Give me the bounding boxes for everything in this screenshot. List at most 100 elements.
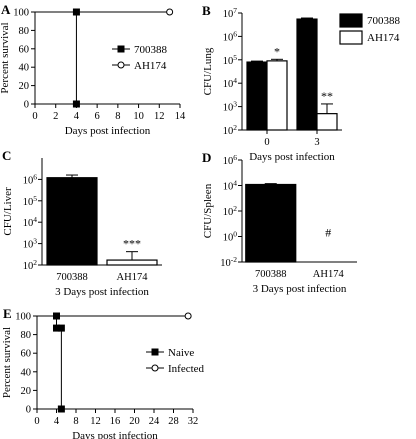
y-tick-label: 10-2 [220, 255, 237, 269]
series-ah174 [35, 8, 174, 16]
y-tick-label: 102 [23, 258, 38, 272]
y-tick-label: 106 [23, 172, 38, 186]
bar [46, 177, 98, 266]
bar-ah174 [316, 113, 338, 131]
panel-label: B [202, 3, 211, 18]
x-tick-label: 4 [74, 111, 80, 122]
y-tick-label: 104 [23, 215, 38, 229]
x-tick-label: 2 [53, 111, 58, 122]
y-tick-label: 105 [223, 53, 238, 67]
bar-700388 [296, 18, 318, 131]
significance-mark: # [325, 226, 331, 240]
x-tick-label: 700388 [255, 269, 287, 280]
y-axis-title: Percent survival [1, 327, 13, 398]
panel-label: C [2, 148, 11, 163]
x-axis-title: Days post infection [249, 151, 335, 163]
y-tick-label: 40 [19, 63, 30, 74]
x-tick-label: 12 [154, 111, 165, 122]
x-tick-label: 20 [129, 416, 140, 427]
x-axis-title: Days post infection [65, 125, 151, 137]
bar-ah174 [266, 60, 288, 131]
x-tick-label: 16 [110, 416, 121, 427]
x-tick-label: 0 [264, 137, 269, 148]
data-point [72, 100, 80, 108]
x-tick-label: 14 [175, 111, 186, 122]
data-point [184, 312, 192, 320]
x-tick-label: AH174 [117, 272, 149, 283]
y-tick-label: 40 [21, 367, 32, 378]
legend-label: 700388 [134, 44, 168, 56]
x-tick-label: 32 [188, 416, 199, 427]
y-tick-label: 106 [223, 153, 238, 167]
y-tick-label: 80 [21, 330, 32, 341]
x-tick-label: 8 [115, 111, 120, 122]
significance-mark: ** [321, 89, 333, 103]
y-tick-label: 105 [23, 194, 38, 208]
x-axis-title: Days post infection [72, 430, 158, 439]
series-700388 [35, 8, 80, 108]
x-tick-label: 3 [314, 137, 319, 148]
y-axis-title: CFU/Lung [202, 47, 214, 95]
y-tick-label: 80 [19, 26, 30, 37]
legend-marker [117, 61, 125, 69]
panel-a: A 0 20 40 60 80 100 0 2 4 6 8 10 12 14 Days post infect… [0, 2, 186, 137]
x-tick-label: 0 [32, 111, 37, 122]
y-tick-label: 100 [15, 312, 31, 323]
x-tick-label: 24 [149, 416, 160, 427]
legend-label: AH174 [134, 60, 167, 72]
y-axis-title: CFU/Liver [2, 187, 14, 236]
panel-label: D [202, 150, 211, 165]
significance-mark: * [274, 44, 280, 58]
x-axis-title: 3 Days post infection [55, 286, 149, 298]
y-tick-label: 103 [223, 100, 238, 114]
panel-label: A [1, 2, 11, 17]
x-tick-label: 10 [133, 111, 144, 122]
legend-label: Naive [168, 347, 194, 359]
panel-b: B 102 103 104 105 106 107 CFU/Lung Days post inf… [202, 3, 401, 163]
series-naive [37, 312, 65, 413]
y-tick-label: 100 [13, 8, 29, 19]
series-line [35, 11, 77, 104]
legend-swatch [339, 30, 363, 45]
x-tick-label: 0 [34, 416, 39, 427]
data-point [57, 405, 65, 413]
y-tick-label: 20 [21, 386, 32, 397]
x-tick-label: 8 [73, 416, 78, 427]
x-tick-label: 4 [54, 416, 60, 427]
panel-label: E [3, 306, 12, 321]
x-tick-label: 700388 [56, 272, 88, 283]
legend-swatch [339, 13, 363, 28]
y-tick-label: 107 [223, 6, 238, 20]
y-tick-label: 0 [24, 100, 29, 111]
y-tick-label: 103 [23, 237, 38, 251]
y-tick-label: 60 [21, 349, 32, 360]
y-axis-title: Percent survival [0, 22, 11, 93]
panel-e: E 0 20 40 60 80 100 0 4 8 12 16 20 24 28 32 Days post in… [1, 306, 205, 439]
x-tick-label: AH174 [313, 269, 345, 280]
y-tick-label: 102 [223, 204, 238, 218]
panel-d: D 10-2 100 102 104 106 CFU/Spleen 3 Days post i… [202, 150, 357, 295]
x-tick-label: 28 [168, 416, 179, 427]
bar [106, 259, 158, 266]
y-tick-label: 20 [19, 81, 30, 92]
y-tick-label: 0 [26, 405, 31, 416]
y-tick-label: 60 [19, 44, 30, 55]
legend-label: Infected [168, 363, 205, 375]
panel-c: C 102 103 104 105 106 CFU/Liver 3 Days post inf… [2, 148, 162, 298]
series-infected [37, 312, 192, 320]
bar-700388 [246, 61, 268, 131]
legend-label: AH174 [367, 32, 400, 44]
y-tick-label: 104 [223, 179, 238, 193]
x-tick-label: 12 [90, 416, 101, 427]
y-tick-label: 106 [223, 29, 238, 43]
y-tick-label: 104 [223, 76, 238, 90]
x-axis-title: 3 Days post infection [253, 283, 347, 295]
data-point [166, 8, 174, 16]
legend-marker [151, 364, 159, 372]
y-tick-label: 102 [223, 123, 238, 137]
data-point [57, 324, 65, 332]
legend-label: 700388 [367, 15, 401, 27]
x-tick-label: 6 [95, 111, 100, 122]
legend-marker [151, 348, 159, 356]
